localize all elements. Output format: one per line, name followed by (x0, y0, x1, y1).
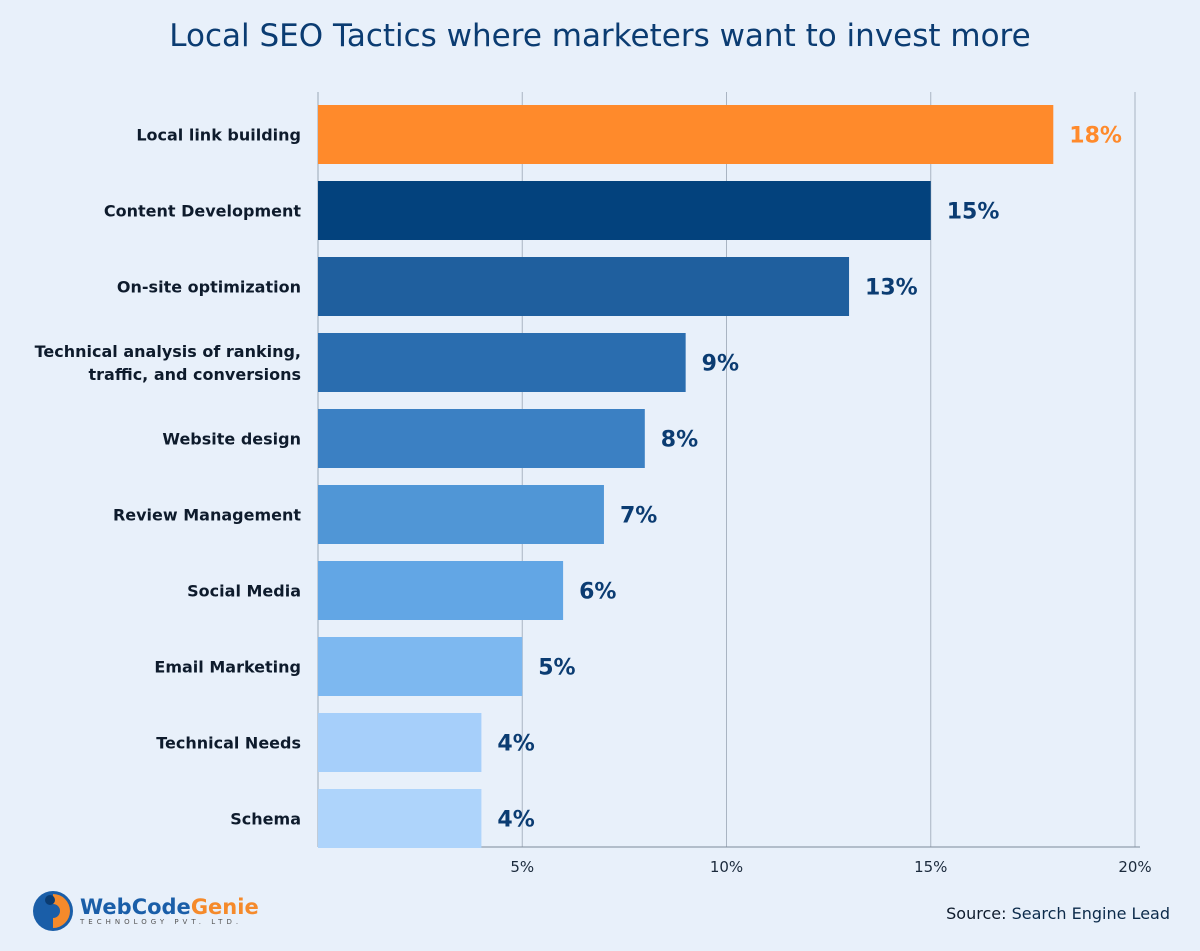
category-label: Schema (230, 810, 301, 829)
bar (318, 485, 604, 544)
logo-name-b: Genie (190, 895, 259, 919)
x-tick-label: 5% (510, 858, 534, 876)
value-label: 4% (497, 808, 534, 833)
category-label: Local link building (136, 126, 301, 145)
source-prefix: Source: (946, 904, 1012, 923)
category-label: traffic, and conversions (89, 365, 301, 384)
category-label: Email Marketing (154, 658, 301, 677)
value-label: 7% (620, 504, 657, 529)
category-label: Content Development (104, 202, 301, 221)
value-label: 18% (1069, 124, 1122, 149)
category-label: Technical Needs (156, 734, 301, 753)
genie-logo-icon (33, 891, 73, 931)
source-name: Search Engine Lead (1011, 904, 1170, 923)
value-label: 9% (702, 352, 739, 377)
logo-name-a: WebCode (80, 895, 191, 919)
bar-chart: 5% 10% 15% 20% Local link building 18% Content… (35, 92, 1152, 876)
bar (318, 257, 850, 316)
source-note: Source: Search Engine Lead (946, 904, 1170, 923)
chart-title: Local SEO Tactics where marketers want t… (169, 18, 1031, 54)
bar (318, 105, 1054, 164)
x-tick-label: 15% (914, 858, 947, 876)
bar (318, 561, 564, 620)
bar (318, 409, 645, 468)
bar (318, 713, 482, 772)
value-label: 4% (497, 732, 534, 757)
x-tick-label: 20% (1118, 858, 1151, 876)
bar (318, 637, 523, 696)
logo-subtitle: TECHNOLOGY PVT. LTD. (80, 918, 243, 926)
value-label: 15% (947, 200, 1000, 225)
category-label: On-site optimization (117, 278, 301, 297)
value-label: 5% (538, 656, 575, 681)
bar (318, 181, 931, 240)
category-label: Review Management (113, 506, 301, 525)
category-label: Website design (162, 430, 301, 449)
value-label: 13% (865, 276, 918, 301)
value-label: 6% (579, 580, 616, 605)
value-label: 8% (661, 428, 698, 453)
bar (318, 333, 686, 392)
webcodegenie-logo: WebCodeGenie TECHNOLOGY PVT. LTD. (32, 890, 259, 932)
x-tick-label: 10% (710, 858, 743, 876)
category-label: Technical analysis of ranking, (35, 342, 301, 361)
category-label: Social Media (187, 582, 301, 601)
bar (318, 789, 482, 848)
